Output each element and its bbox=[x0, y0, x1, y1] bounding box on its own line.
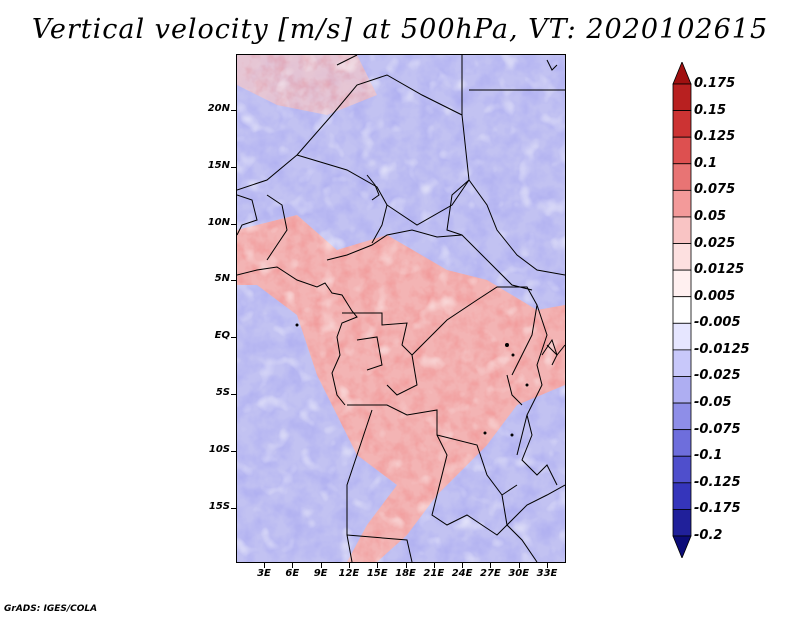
lat-tick-label: 10N bbox=[207, 216, 230, 228]
colorbar-label: -0.005 bbox=[694, 315, 741, 331]
credit-text: GrADS: IGES/COLA bbox=[4, 604, 98, 614]
colorbar-label: -0.05 bbox=[694, 395, 732, 411]
colorbar bbox=[672, 62, 692, 558]
lon-tick bbox=[348, 563, 350, 568]
colorbar-label: 0.075 bbox=[694, 182, 736, 198]
lon-tick-label: 33E bbox=[536, 568, 558, 579]
lakes bbox=[295, 323, 529, 437]
lat-tick bbox=[231, 110, 236, 111]
lat-tick-label: 10S bbox=[208, 443, 230, 455]
colorbar-bottom-arrow bbox=[672, 535, 692, 558]
colorbar-swatch bbox=[672, 402, 692, 431]
colorbar-swatch bbox=[672, 322, 692, 351]
lon-tick-label: 18E bbox=[395, 568, 416, 579]
colorbar-swatch bbox=[672, 296, 692, 324]
lon-tick-label: 15E bbox=[366, 568, 388, 579]
lat-tick-label: 5N bbox=[214, 273, 230, 285]
colorbar-label: 0.15 bbox=[694, 102, 727, 118]
colorbar-label: -0.1 bbox=[694, 448, 723, 464]
colorbar-label: 0.1 bbox=[694, 155, 718, 171]
colorbar-label: -0.175 bbox=[694, 501, 741, 517]
lat-tick-label: 15S bbox=[208, 500, 230, 512]
colorbar-top-arrow bbox=[672, 62, 692, 85]
lon-tick bbox=[264, 563, 265, 568]
lon-tick-label: 3E bbox=[257, 568, 271, 579]
lon-tick-label: 9E bbox=[313, 568, 328, 579]
lat-tick bbox=[231, 507, 236, 509]
colorbar-label: 0.05 bbox=[694, 208, 727, 224]
chart-title: Vertical velocity [m/s] at 500hPa, VT: 2… bbox=[31, 14, 769, 45]
colorbar-swatch bbox=[672, 83, 692, 111]
map-panel bbox=[236, 54, 566, 563]
lon-tick bbox=[405, 563, 407, 568]
colorbar-swatch bbox=[672, 269, 692, 298]
colorbar-label: 0.125 bbox=[694, 129, 736, 145]
lon-tick bbox=[462, 563, 464, 568]
colorbar-swatch bbox=[672, 455, 692, 484]
colorbar-label: -0.075 bbox=[694, 421, 741, 437]
lat-tick-label: 5S bbox=[215, 387, 230, 398]
colorbar-swatch bbox=[672, 216, 692, 244]
lat-tick-label: 15N bbox=[207, 159, 230, 171]
colorbar-label: -0.0125 bbox=[694, 341, 750, 357]
vertical-velocity-map bbox=[237, 55, 565, 562]
lon-tick bbox=[320, 563, 322, 568]
colorbar-label: 0.025 bbox=[694, 235, 736, 251]
lat-tick bbox=[231, 450, 236, 452]
lon-tick bbox=[490, 563, 492, 568]
lon-tick bbox=[518, 563, 520, 568]
lat-tick bbox=[231, 280, 236, 282]
colorbar-label: 0.005 bbox=[694, 288, 736, 304]
lon-tick bbox=[377, 563, 379, 568]
lon-tick-label: 30E bbox=[508, 568, 530, 579]
colorbar-label: -0.2 bbox=[694, 528, 723, 543]
colorbar-label: 0.0125 bbox=[694, 262, 745, 278]
colorbar-swatch bbox=[672, 163, 692, 191]
colorbar-swatch bbox=[672, 243, 692, 271]
colorbar-label: 0.175 bbox=[694, 76, 736, 91]
country-boundaries bbox=[237, 55, 565, 562]
lon-tick bbox=[547, 563, 548, 568]
colorbar-swatch bbox=[672, 429, 692, 457]
colorbar-swatch bbox=[672, 376, 692, 404]
lon-tick bbox=[433, 563, 435, 568]
colorbar-label: -0.125 bbox=[694, 474, 741, 490]
lon-tick-label: 12E bbox=[338, 568, 360, 579]
lon-tick-label: 21E bbox=[423, 568, 445, 579]
lon-tick-label: 24E bbox=[451, 568, 473, 579]
colorbar-swatch bbox=[672, 136, 692, 165]
lat-tick-label: 20N bbox=[207, 103, 230, 114]
colorbar-swatch bbox=[672, 509, 692, 537]
lat-tick bbox=[231, 223, 236, 225]
lon-tick-label: 27E bbox=[480, 568, 501, 579]
colorbar-swatch bbox=[672, 349, 692, 377]
lat-tick bbox=[231, 166, 236, 168]
lon-tick-label: 6E bbox=[285, 568, 300, 579]
lat-tick bbox=[231, 394, 236, 395]
lon-tick bbox=[292, 563, 294, 568]
colorbar-swatch bbox=[672, 189, 692, 218]
lat-tick bbox=[231, 337, 236, 339]
colorbar-label: -0.025 bbox=[694, 368, 741, 384]
colorbar-swatch bbox=[672, 482, 692, 510]
colorbar-swatch bbox=[672, 110, 692, 138]
lat-tick-label: EQ bbox=[214, 330, 230, 342]
